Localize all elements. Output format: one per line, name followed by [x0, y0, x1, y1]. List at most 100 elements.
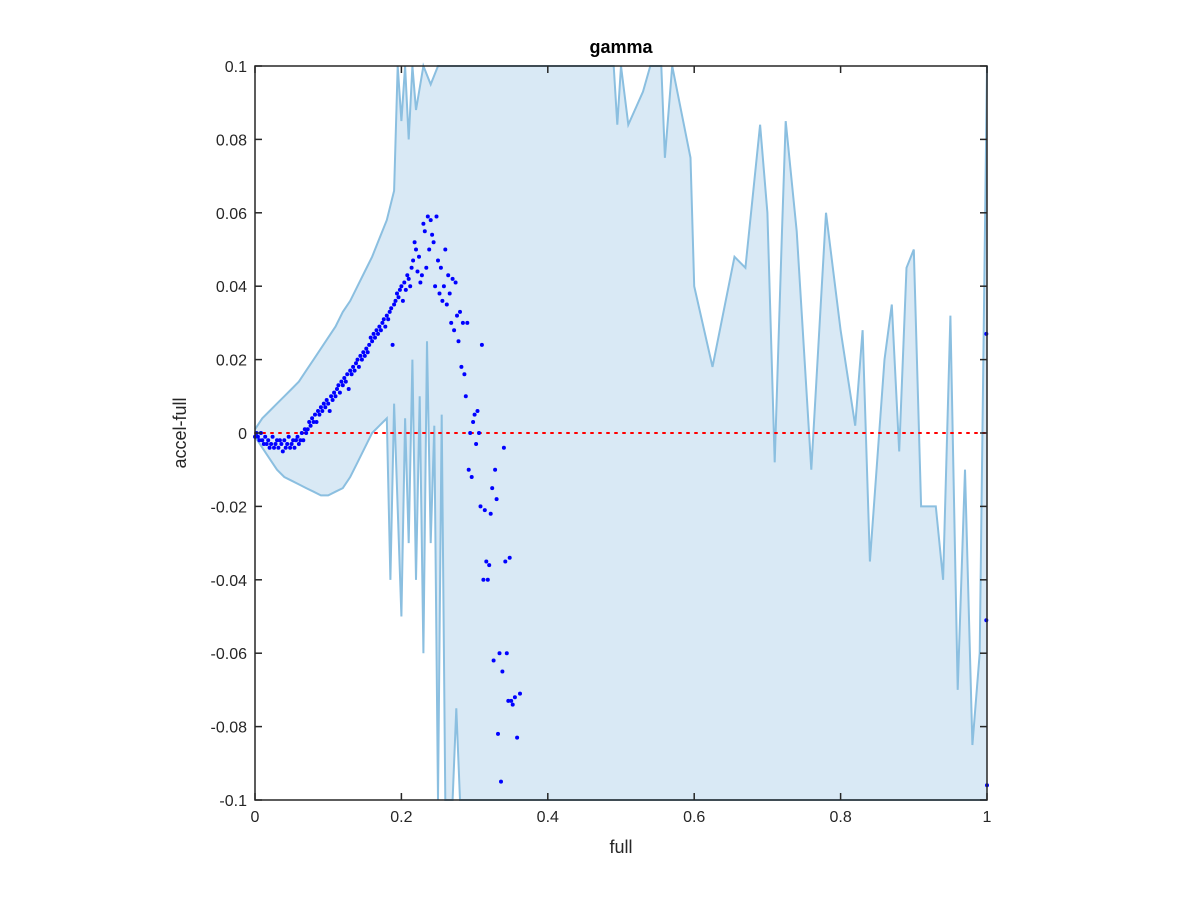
data-point [368, 335, 373, 340]
data-point [463, 394, 468, 399]
data-point [304, 431, 309, 435]
data-point [510, 702, 515, 707]
data-point [333, 394, 338, 399]
data-point [468, 431, 473, 435]
data-point [447, 291, 452, 296]
data-point [321, 401, 326, 406]
data-point [477, 431, 481, 435]
data-point [500, 669, 505, 674]
data-point [497, 651, 502, 656]
data-point [267, 445, 272, 450]
data-point [323, 405, 328, 410]
data-point [307, 420, 312, 424]
data-points [253, 214, 989, 788]
data-point [302, 427, 307, 432]
data-point [279, 442, 284, 446]
y-tick-label: -0.04 [211, 573, 248, 590]
x-axis-label: full [609, 837, 632, 857]
data-point [376, 331, 380, 336]
data-point [354, 361, 358, 366]
data-point [395, 291, 399, 296]
data-point [438, 265, 443, 270]
data-point [370, 339, 375, 344]
data-point [460, 320, 465, 325]
data-point [414, 247, 418, 252]
data-point [412, 240, 417, 245]
x-tick-label: 0.6 [683, 809, 705, 826]
data-point [490, 486, 495, 491]
data-point [257, 438, 262, 443]
data-point [428, 218, 433, 223]
data-point [518, 691, 522, 696]
chart-title: gamma [589, 37, 653, 57]
y-tick-label: -0.02 [211, 499, 248, 516]
data-point [351, 364, 356, 369]
data-point [263, 434, 268, 439]
data-point [324, 398, 329, 402]
data-point [493, 467, 498, 472]
data-point [316, 409, 320, 413]
data-point [424, 265, 429, 270]
data-point [471, 420, 476, 424]
data-point [264, 442, 269, 446]
data-point [283, 445, 288, 450]
data-point [392, 302, 397, 307]
data-point [455, 313, 459, 318]
data-point [285, 442, 290, 446]
data-point [501, 445, 506, 450]
x-tick-label: 0.8 [829, 809, 851, 826]
data-point [453, 280, 458, 285]
data-point [433, 284, 438, 289]
data-point [349, 372, 354, 377]
data-point [485, 577, 490, 582]
data-point [494, 497, 499, 502]
data-point [456, 339, 461, 344]
data-point [317, 412, 322, 417]
data-point [294, 438, 298, 443]
data-point [270, 434, 275, 439]
data-point [311, 420, 316, 424]
data-point [337, 390, 342, 395]
data-point [288, 445, 293, 450]
data-point [384, 313, 389, 318]
data-point [415, 269, 420, 274]
data-point [371, 331, 376, 336]
confidence-band-upper-line [254, 62, 988, 746]
data-point [291, 438, 296, 443]
x-axis-ticks: 0 0.2 0.4 0.6 0.8 1 [251, 66, 992, 826]
data-point [507, 555, 512, 560]
data-point [373, 335, 377, 340]
data-point [326, 401, 331, 406]
data-point [374, 328, 379, 333]
data-point [488, 511, 493, 516]
data-point [280, 449, 285, 454]
data-point [466, 467, 471, 472]
plot-area [253, 62, 989, 801]
data-point [361, 350, 366, 355]
x-tick-label: 0.2 [390, 809, 412, 826]
data-point [342, 376, 347, 380]
data-point [389, 306, 394, 311]
data-point [346, 387, 351, 391]
data-point [393, 298, 398, 303]
data-point [459, 364, 464, 369]
data-point [276, 445, 281, 450]
data-point [436, 258, 440, 263]
data-point [496, 731, 500, 736]
data-point [387, 309, 392, 314]
data-point [292, 445, 297, 450]
data-point [403, 287, 408, 292]
data-point [390, 342, 395, 347]
data-point [405, 273, 410, 278]
confidence-band-fill [255, 66, 987, 800]
data-point [506, 698, 511, 703]
data-point [320, 409, 325, 413]
data-point [296, 442, 301, 446]
data-point [443, 247, 448, 252]
data-point [402, 280, 407, 285]
data-point [313, 412, 317, 417]
data-point [332, 390, 337, 395]
data-point [275, 438, 279, 443]
data-point [330, 398, 335, 402]
data-point [272, 445, 276, 450]
